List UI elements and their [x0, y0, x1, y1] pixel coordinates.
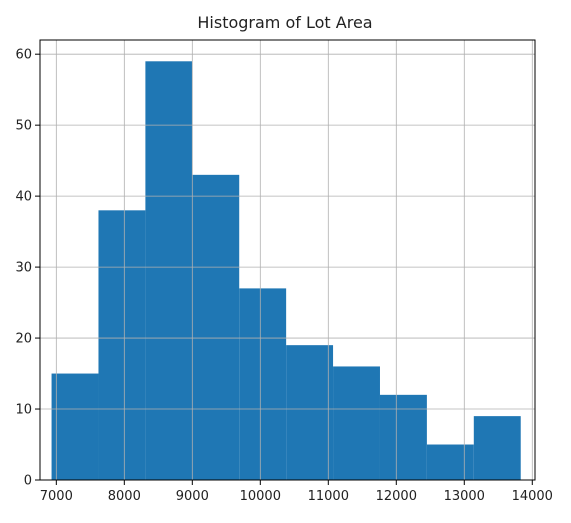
histogram-bar	[51, 373, 99, 480]
x-tick-label: 14000	[512, 489, 553, 504]
histogram-bar	[145, 61, 193, 481]
histogram-bar	[473, 416, 521, 480]
y-tick-label: 40	[15, 190, 32, 205]
x-tick-label: 9000	[176, 489, 209, 504]
x-tick-label: 7000	[40, 489, 73, 504]
plot-axes	[39, 39, 536, 481]
histogram-bar	[426, 444, 474, 480]
y-tick-label: 20	[15, 332, 32, 347]
histogram-bar	[239, 288, 287, 480]
y-tick-label: 0	[24, 474, 32, 489]
x-axis-ticks: 7000 8000 9000 10000 11000 12000 13000 14000	[40, 480, 553, 504]
x-tick-label: 13000	[444, 489, 485, 504]
axes-frame	[39, 39, 536, 481]
x-tick-label: 10000	[240, 489, 281, 504]
histogram-bar	[192, 174, 240, 480]
histogram-bar	[379, 394, 427, 480]
y-tick-label: 50	[15, 119, 32, 134]
grid-lines	[40, 40, 535, 481]
histogram-bar	[333, 366, 380, 480]
x-tick-label: 11000	[308, 489, 349, 504]
x-tick-label: 12000	[376, 489, 417, 504]
x-tick-label: 8000	[108, 489, 141, 504]
y-tick-label: 30	[15, 261, 32, 276]
histogram-bar	[286, 345, 334, 480]
chart-title: Histogram of Lot Area	[197, 13, 372, 32]
y-tick-label: 10	[15, 403, 32, 418]
histogram-bars	[51, 61, 521, 481]
y-axis-ticks: 0 10 20 30 40 50 60	[15, 48, 40, 489]
y-tick-label: 60	[15, 48, 32, 63]
histogram-bar	[98, 210, 146, 481]
